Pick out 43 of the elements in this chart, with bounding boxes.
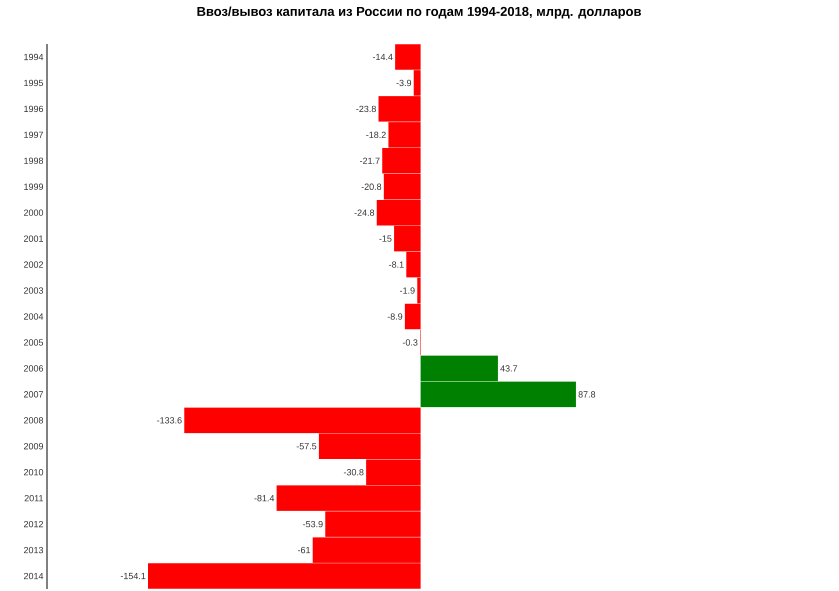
y-tick-label: 2007 xyxy=(24,391,44,398)
data-label: -3.9 xyxy=(396,80,412,86)
data-label: -15 xyxy=(379,236,392,242)
y-tick-label: 2000 xyxy=(24,210,44,216)
y-tick-label: 2009 xyxy=(24,443,44,450)
data-label: -1.9 xyxy=(400,287,415,294)
data-label: -24.8 xyxy=(354,210,374,216)
chart-title: Ввоз/вывоз капитала из России по годам 1994-2018, млрд. долларов xyxy=(197,6,641,19)
y-tick-label: 1999 xyxy=(24,184,44,190)
y-tick-label: 2004 xyxy=(24,313,44,320)
data-label: -8.9 xyxy=(388,313,402,320)
y-tick-label: 2003 xyxy=(24,287,44,294)
y-tick-label: 2010 xyxy=(24,469,44,476)
y-tick-label: 2006 xyxy=(24,365,44,372)
data-label: -14.4 xyxy=(372,54,393,60)
data-label: -133.6 xyxy=(157,417,182,424)
data-label: 43.7 xyxy=(500,365,518,372)
y-tick-label: 2005 xyxy=(24,339,44,346)
y-tick-label: 2001 xyxy=(24,235,44,242)
data-label: -8.1 xyxy=(389,261,404,268)
y-tick-label: 1997 xyxy=(24,132,44,138)
y-tick-label: 2014 xyxy=(24,572,44,580)
y-tick-label: 1995 xyxy=(24,80,44,86)
data-label: -154.1 xyxy=(120,572,146,580)
data-label: -57.5 xyxy=(296,443,316,450)
y-tick-label: 1994 xyxy=(24,54,44,60)
data-label: -30.8 xyxy=(344,469,364,476)
data-label: -20.8 xyxy=(362,184,382,190)
data-label: -0.3 xyxy=(402,339,418,346)
y-tick-label: 2002 xyxy=(24,261,44,268)
data-label: -53.9 xyxy=(303,520,323,528)
y-tick-label: 1998 xyxy=(24,158,44,164)
y-tick-label: 1996 xyxy=(24,106,44,112)
y-tick-label: 2013 xyxy=(24,546,44,554)
y-tick-label: 2011 xyxy=(24,494,44,502)
data-label: -61 xyxy=(298,546,310,554)
y-tick-label: 2012 xyxy=(24,520,44,528)
data-label: -81.4 xyxy=(254,494,274,502)
data-label: -23.8 xyxy=(356,106,376,112)
y-tick-label: 2008 xyxy=(24,417,44,424)
data-label: 87.8 xyxy=(578,391,596,398)
data-label: -18.2 xyxy=(366,132,386,138)
data-label: -21.7 xyxy=(360,158,380,164)
